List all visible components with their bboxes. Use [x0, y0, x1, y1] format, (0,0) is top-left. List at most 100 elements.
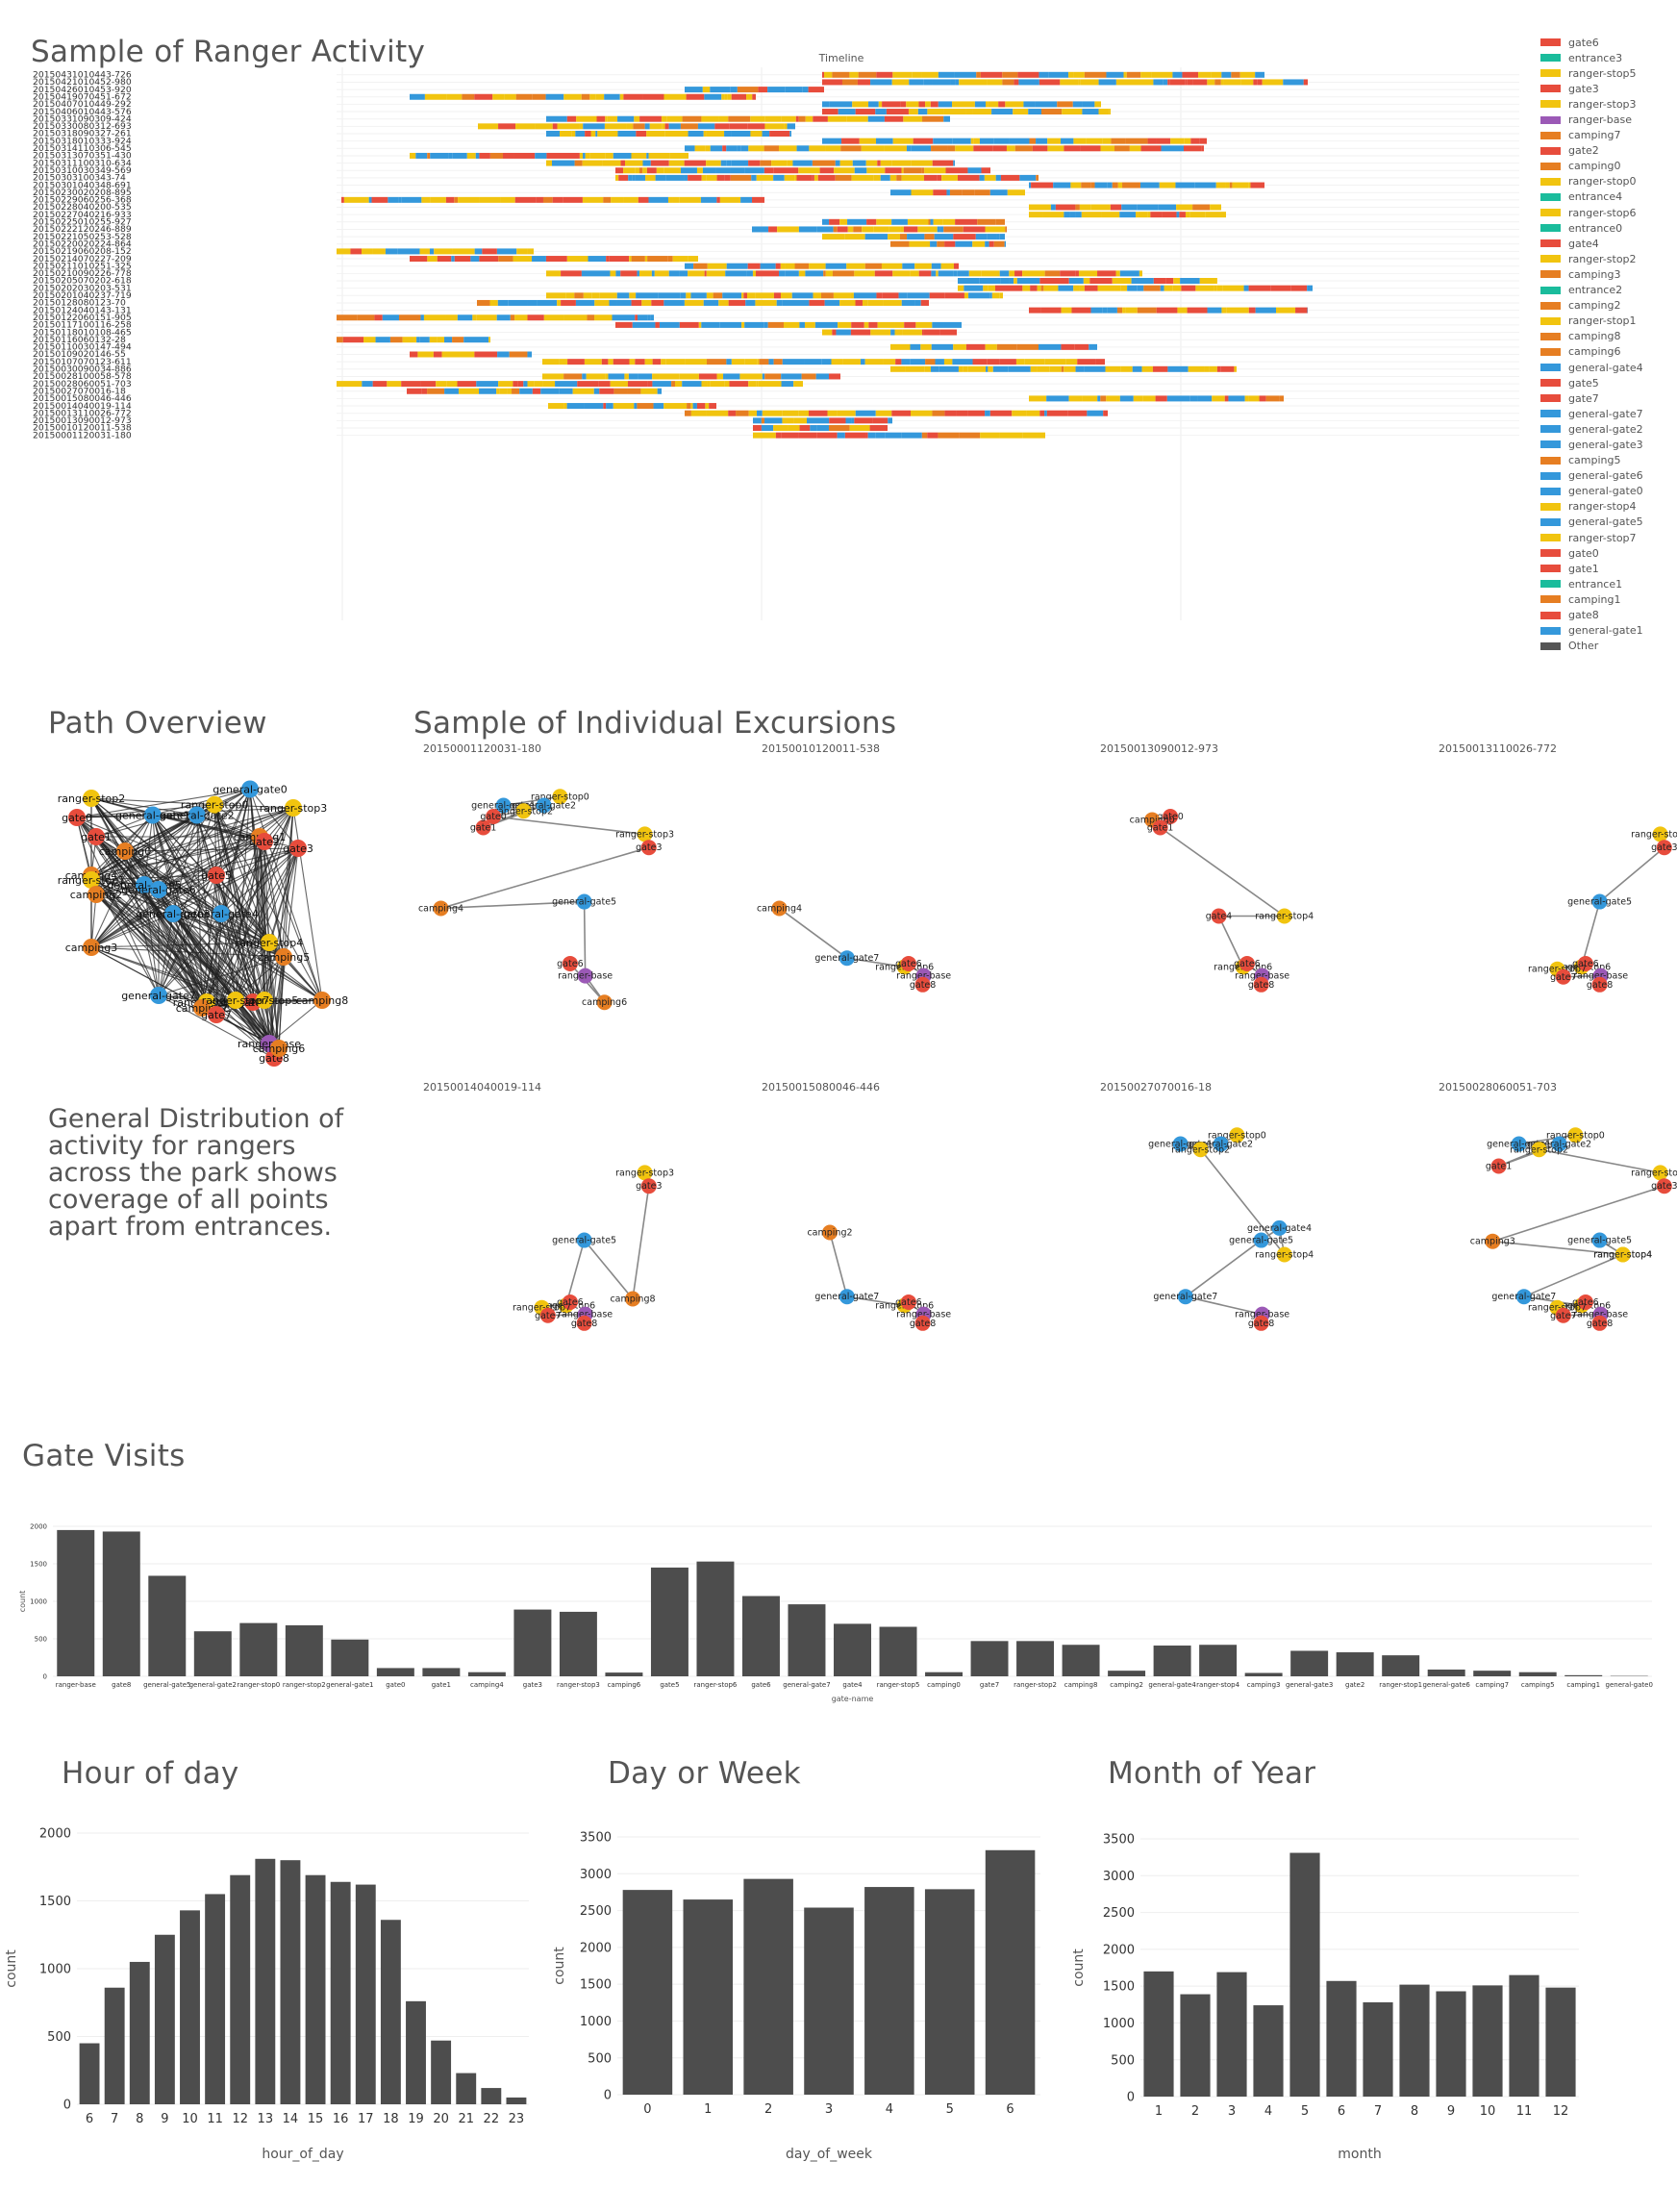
- excursion-node-label: gate8: [1248, 1319, 1274, 1329]
- timeline-segment: [1204, 365, 1210, 372]
- timeline-segment: [793, 381, 803, 388]
- timeline-row-label: 20150210090226-778: [33, 268, 132, 279]
- excursion-node-label: ranger-base: [896, 1310, 951, 1320]
- timeline-segment: [382, 314, 399, 321]
- excursion-edge: [846, 1295, 905, 1307]
- legend-swatch: [1540, 626, 1561, 635]
- timeline-segment: [884, 115, 904, 122]
- legend-item: camping7: [1540, 128, 1675, 143]
- timeline-segment: [1163, 79, 1168, 86]
- timeline-segment: [535, 152, 547, 159]
- timeline-segment: [1014, 278, 1017, 284]
- timeline-segment: [617, 131, 637, 137]
- timeline-segment: [973, 138, 980, 144]
- timeline-segment: [1147, 212, 1151, 218]
- timeline-segment: [822, 71, 825, 78]
- excursion-edge: [503, 795, 561, 807]
- timeline-segment: [1265, 395, 1280, 402]
- timeline-segment: [671, 381, 676, 388]
- excursion-node-label: ranger-stop7: [1528, 965, 1587, 975]
- timeline-segment: [706, 174, 717, 181]
- timeline-segment: [1029, 182, 1032, 189]
- timeline-segment: [918, 270, 932, 277]
- timeline-segment: [701, 174, 707, 181]
- y-tick-label: 2000: [30, 1522, 47, 1530]
- timeline-segment: [936, 270, 939, 277]
- timeline-segment: [866, 218, 877, 225]
- timeline-segment: [1141, 365, 1153, 372]
- timeline-segment: [873, 174, 881, 181]
- excursion-node: [576, 893, 592, 910]
- excursion-edge: [440, 846, 650, 910]
- timeline-segment: [1116, 307, 1123, 314]
- bar: [1290, 1650, 1329, 1676]
- excursion-node: [1490, 1158, 1507, 1174]
- ranger-activity-title: Sample of Ranger Activity: [31, 35, 426, 69]
- timeline-segment: [452, 248, 475, 255]
- timeline-segment: [927, 432, 939, 439]
- x-tick-label: 2: [1191, 2104, 1199, 2119]
- excursion-node-label: general-gate2: [512, 801, 576, 812]
- timeline-segment: [584, 359, 602, 365]
- x-tick-label: 7: [111, 2112, 118, 2126]
- timeline-segment: [497, 351, 510, 358]
- timeline-segment: [682, 381, 702, 388]
- timeline-segment: [862, 299, 868, 306]
- timeline-segment: [764, 123, 785, 130]
- timeline-segment: [1050, 204, 1056, 211]
- timeline-segment: [1039, 79, 1061, 86]
- legend-swatch: [1540, 192, 1561, 201]
- timeline-segment: [1257, 79, 1263, 86]
- timeline-segment: [1071, 307, 1091, 314]
- timeline-segment: [745, 299, 756, 306]
- overview-edge: [215, 913, 222, 1016]
- timeline-segment: [925, 101, 931, 108]
- timeline-segment: [1167, 79, 1170, 86]
- excursion-node-label: gate7: [535, 1311, 561, 1321]
- timeline-segment: [890, 240, 910, 247]
- timeline-segment: [542, 359, 560, 365]
- timeline-row-label: 20150205070202-618: [33, 276, 132, 287]
- overview-node-label: general-gate7: [121, 990, 196, 1002]
- x-tick-label: 8: [136, 2112, 143, 2126]
- timeline-segment: [368, 196, 372, 203]
- legend-item: general-gate3: [1540, 437, 1675, 452]
- bar: [1289, 1852, 1320, 2097]
- excursion-edge: [1523, 1253, 1624, 1297]
- timeline-segment: [707, 263, 727, 269]
- timeline-segment: [781, 381, 794, 388]
- timeline-segment: [1184, 138, 1191, 144]
- legend-label: ranger-stop1: [1568, 314, 1637, 328]
- timeline-segment: [967, 365, 987, 372]
- timeline-segment: [1253, 79, 1258, 86]
- timeline-row-label: 20150407010449-292: [33, 99, 132, 110]
- timeline-segment: [955, 218, 978, 225]
- timeline-row-label: 20150314110306-545: [33, 143, 132, 154]
- timeline-segment: [1009, 278, 1014, 284]
- timeline-segment: [341, 196, 344, 203]
- timeline-segment: [741, 321, 745, 328]
- timeline-segment: [868, 101, 879, 108]
- timeline-segment: [729, 381, 749, 388]
- legend-label: general-gate6: [1568, 469, 1643, 483]
- timeline-segment: [934, 234, 954, 240]
- bar: [559, 1611, 597, 1676]
- overview-edge: [283, 956, 323, 1001]
- legend-item: camping1: [1540, 591, 1675, 607]
- excursion-node-label: ranger-base: [896, 971, 951, 982]
- excursion-edge: [440, 900, 585, 910]
- timeline-segment: [684, 174, 688, 181]
- legend-item: ranger-stop5: [1540, 65, 1675, 81]
- overview-edge: [201, 874, 217, 1009]
- timeline-segment: [656, 167, 664, 174]
- timeline-segment: [903, 115, 923, 122]
- timeline-segment: [421, 388, 428, 394]
- timeline-segment: [1075, 270, 1079, 277]
- overview-node-label: ranger-stop5: [231, 994, 299, 1007]
- timeline-segment: [583, 292, 592, 299]
- timeline-segment: [906, 145, 912, 152]
- timeline-segment: [679, 270, 688, 277]
- timeline-segment: [980, 432, 1000, 439]
- overview-node-label: gate2: [249, 836, 280, 848]
- bar: [804, 1907, 854, 2095]
